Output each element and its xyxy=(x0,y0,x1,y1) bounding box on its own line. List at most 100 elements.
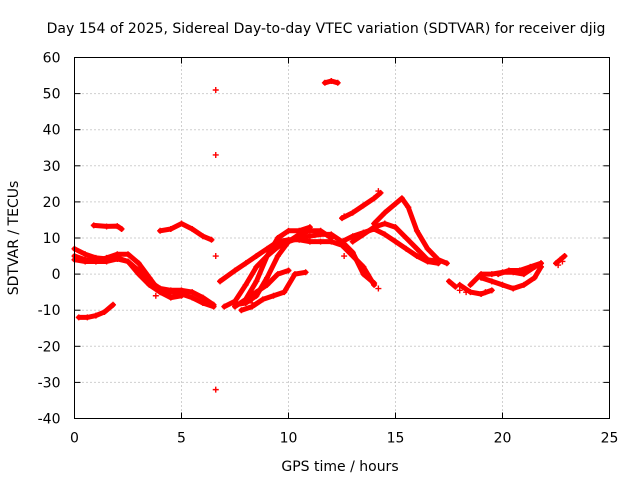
data-point xyxy=(360,202,367,209)
data-point xyxy=(488,278,495,285)
data-point xyxy=(403,245,410,252)
data-point xyxy=(167,294,174,301)
isolated-point xyxy=(341,213,348,220)
y-tick-label: 20 xyxy=(43,195,61,211)
data-point xyxy=(452,283,459,290)
x-tick-label: 25 xyxy=(601,431,619,447)
y-tick-label: 50 xyxy=(43,87,61,103)
data-point xyxy=(499,269,506,276)
data-point xyxy=(110,301,117,308)
data-point xyxy=(478,290,485,297)
x-tick-label: 15 xyxy=(387,431,405,447)
series-trace-arc-7 xyxy=(217,237,377,288)
data-point xyxy=(274,244,281,251)
data-point xyxy=(328,235,335,241)
x-tick-label: 5 xyxy=(177,431,186,447)
data-point xyxy=(101,309,108,316)
isolated-point xyxy=(463,289,470,296)
data-point xyxy=(317,238,324,245)
x-tick-label: 20 xyxy=(494,431,512,447)
data-point xyxy=(281,289,288,296)
data-point xyxy=(199,299,206,306)
data-point xyxy=(253,263,260,270)
data-point xyxy=(92,258,99,265)
data-point xyxy=(446,278,452,285)
data-point xyxy=(232,267,238,274)
data-point xyxy=(189,225,196,232)
data-point xyxy=(125,251,131,258)
isolated-point xyxy=(375,188,382,195)
data-point xyxy=(103,223,110,230)
data-point xyxy=(520,281,527,288)
data-point xyxy=(253,289,260,296)
data-point xyxy=(424,245,431,252)
data-point xyxy=(392,200,399,207)
isolated-point xyxy=(212,86,219,93)
data-point xyxy=(82,251,89,258)
data-point xyxy=(178,287,185,294)
data-point xyxy=(221,303,228,310)
data-point xyxy=(189,289,196,296)
isolated-point xyxy=(249,299,256,306)
data-markers xyxy=(71,77,568,393)
data-point xyxy=(349,238,356,245)
isolated-point xyxy=(212,253,219,260)
data-point xyxy=(264,245,271,252)
data-point xyxy=(135,267,142,274)
x-axis-ticks: 0 5 10 15 20 25 xyxy=(70,57,619,447)
data-point xyxy=(242,260,249,267)
data-point xyxy=(321,79,328,86)
isolated-point xyxy=(212,386,219,393)
isolated-point xyxy=(559,258,566,265)
data-point xyxy=(291,271,298,278)
data-point xyxy=(467,281,474,288)
isolated-point xyxy=(456,287,463,294)
x-tick-label: 0 xyxy=(70,431,79,447)
data-point xyxy=(217,278,224,285)
isolated-point xyxy=(375,285,382,292)
data-point xyxy=(349,209,356,216)
series-trace-arc-10 xyxy=(232,228,334,308)
data-point xyxy=(270,292,277,299)
data-point xyxy=(505,267,512,274)
data-point xyxy=(296,231,303,238)
data-point xyxy=(328,77,335,84)
data-point xyxy=(334,79,341,86)
data-point xyxy=(92,312,99,319)
data-point xyxy=(75,314,82,321)
data-point xyxy=(199,233,206,240)
data-point xyxy=(520,271,527,278)
data-point xyxy=(285,227,292,234)
data-point xyxy=(285,267,292,274)
data-point xyxy=(242,296,249,303)
y-axis-ticks: -40 -30 -20 -10 0 10 20 30 40 50 60 xyxy=(38,51,610,428)
y-tick-label: -30 xyxy=(38,375,61,391)
y-tick-label: -20 xyxy=(38,339,61,355)
data-point xyxy=(103,254,110,261)
data-point xyxy=(499,281,506,288)
data-point xyxy=(253,253,260,260)
data-point xyxy=(82,258,89,265)
data-point xyxy=(495,271,502,278)
y-tick-label: 40 xyxy=(43,123,61,139)
data-point xyxy=(90,222,97,229)
data-point xyxy=(253,278,260,285)
series-trace-arc-15 xyxy=(339,226,441,266)
data-point xyxy=(210,301,217,308)
data-point xyxy=(114,251,121,258)
data-point xyxy=(238,307,245,314)
data-point xyxy=(84,314,91,321)
data-point xyxy=(510,269,517,276)
data-point xyxy=(339,238,345,245)
y-tick-label: 0 xyxy=(52,267,61,283)
data-point xyxy=(510,285,517,292)
data-point xyxy=(413,253,420,260)
plot-frame xyxy=(74,57,610,419)
data-point xyxy=(157,289,164,296)
data-point xyxy=(371,280,378,287)
data-point xyxy=(274,271,281,278)
series-trace-arc-6 xyxy=(157,221,214,243)
data-point xyxy=(456,281,463,288)
data-point xyxy=(178,292,185,299)
